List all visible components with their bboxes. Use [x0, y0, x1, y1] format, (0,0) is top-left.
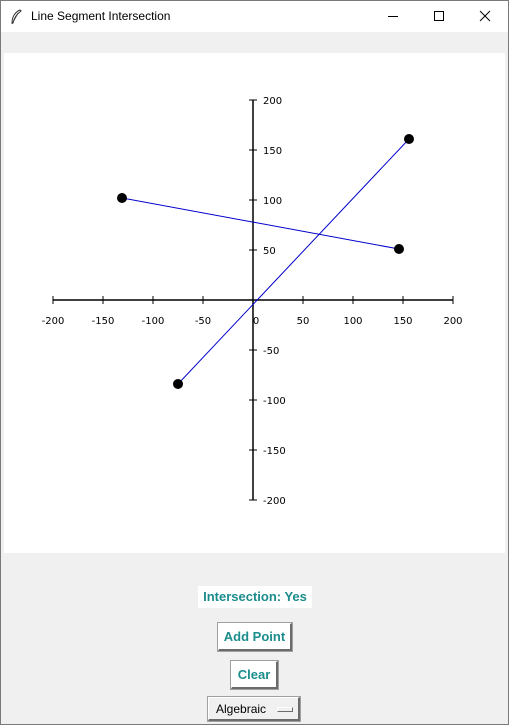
clear-button[interactable]: Clear: [230, 660, 279, 690]
x-tick-label: -200: [42, 316, 65, 327]
line-segment: [177, 138, 410, 385]
y-tick-label: 150: [263, 146, 282, 157]
intersection-status: Intersection: Yes: [198, 586, 312, 608]
x-tick-label: -150: [92, 316, 115, 327]
minimize-icon: [388, 16, 398, 17]
add-point-button[interactable]: Add Point: [217, 622, 293, 652]
maximize-icon: [434, 11, 444, 21]
close-button[interactable]: [462, 1, 508, 32]
coordinate-plot: -200 -150 -100 -50 0 50 100 150 200 200 150 100 50 -5…: [42, 96, 463, 507]
title-bar[interactable]: Line Segment Intersection: [1, 1, 508, 32]
x-tick-label: -100: [142, 316, 165, 327]
y-tick-label: 200: [263, 96, 282, 107]
y-tick-label: 50: [263, 246, 276, 257]
y-tick-label: -200: [263, 496, 286, 507]
segment-endpoint: [394, 244, 404, 254]
algorithm-select[interactable]: Algebraic: [207, 696, 301, 722]
x-tick-label: 100: [343, 316, 362, 327]
x-tick-label: 150: [393, 316, 412, 327]
drawing-canvas[interactable]: -200 -150 -100 -50 0 50 100 150 200 200 150 100 50 -5…: [4, 53, 505, 553]
minimize-button[interactable]: [370, 1, 416, 32]
y-tick-label: -150: [263, 446, 286, 457]
algorithm-select-value: Algebraic: [216, 702, 267, 716]
line-segment: [121, 197, 400, 250]
x-tick-label: -50: [195, 316, 211, 327]
y-tick-label: -50: [263, 346, 279, 357]
close-icon: [479, 10, 491, 22]
option-menu-indicator-icon: [277, 707, 293, 712]
y-tick-label: 100: [263, 196, 282, 207]
feather-icon: [11, 9, 22, 25]
x-tick-label: 0: [253, 316, 259, 327]
window-title: Line Segment Intersection: [31, 9, 171, 23]
x-tick-label: 50: [297, 316, 310, 327]
y-tick-label: -100: [263, 396, 286, 407]
x-tick-label: 200: [443, 316, 462, 327]
segment-endpoint: [117, 193, 127, 203]
segment-endpoint: [404, 134, 414, 144]
segment-endpoint: [173, 379, 183, 389]
maximize-button[interactable]: [416, 1, 462, 32]
